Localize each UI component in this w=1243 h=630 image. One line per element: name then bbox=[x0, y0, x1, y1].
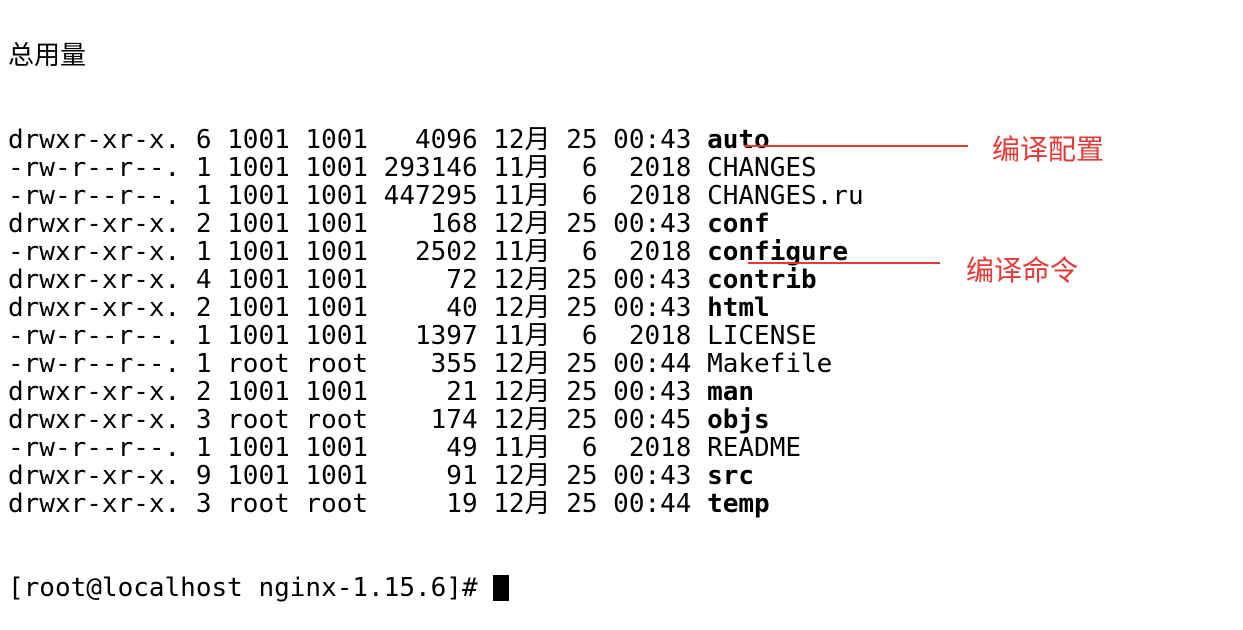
file-metadata: -rw-r--r--. 1 root root 355 12月 25 00:44 bbox=[8, 349, 708, 379]
file-name: Makefile bbox=[707, 349, 833, 379]
file-name: html bbox=[707, 293, 770, 323]
make-underline bbox=[748, 262, 940, 264]
file-name: man bbox=[707, 377, 755, 407]
file-name: LICENSE bbox=[707, 321, 817, 351]
file-name: temp bbox=[707, 489, 770, 519]
listing-row: drwxr-xr-x. 3 root root 19 12月 25 00:44 … bbox=[8, 490, 864, 518]
file-metadata: drwxr-xr-x. 3 root root 174 12月 25 00:45 bbox=[8, 405, 708, 435]
file-name: auto bbox=[707, 125, 770, 155]
file-metadata: -rw-r--r--. 1 1001 1001 447295 11月 6 201… bbox=[8, 181, 708, 211]
header-fragment: 总用量 bbox=[8, 41, 87, 71]
listing-row: -rw-r--r--. 1 1001 1001 293146 11月 6 201… bbox=[8, 154, 864, 182]
listing-row: drwxr-xr-x. 2 1001 1001 40 12月 25 00:43 … bbox=[8, 294, 864, 322]
text-cursor bbox=[493, 575, 510, 601]
prompt-line[interactable]: [root@localhost nginx-1.15.6]# bbox=[8, 574, 864, 602]
file-metadata: -rw-r--r--. 1 1001 1001 49 11月 6 2018 bbox=[8, 433, 708, 463]
listing-row: drwxr-xr-x. 4 1001 1001 72 12月 25 00:43 … bbox=[8, 266, 864, 294]
listing-row: -rw-r--r--. 1 1001 1001 49 11月 6 2018 RE… bbox=[8, 434, 864, 462]
configure-annotation: 编译配置 bbox=[992, 133, 1105, 166]
listing-row: -rw-r--r--. 1 root root 355 12月 25 00:44… bbox=[8, 350, 864, 378]
file-name: objs bbox=[707, 405, 770, 435]
shell-prompt: [root@localhost nginx-1.15.6]# bbox=[8, 573, 494, 603]
listing-row: drwxr-xr-x. 2 1001 1001 21 12月 25 00:43 … bbox=[8, 378, 864, 406]
file-metadata: drwxr-xr-x. 3 root root 19 12月 25 00:44 bbox=[8, 489, 708, 519]
listing-row: -rw-r--r--. 1 1001 1001 447295 11月 6 201… bbox=[8, 182, 864, 210]
file-metadata: drwxr-xr-x. 9 1001 1001 91 12月 25 00:43 bbox=[8, 461, 708, 491]
listing-row: drwxr-xr-x. 6 1001 1001 4096 12月 25 00:4… bbox=[8, 126, 864, 154]
file-name: contrib bbox=[707, 265, 817, 295]
file-metadata: drwxr-xr-x. 2 1001 1001 168 12月 25 00:43 bbox=[8, 209, 708, 239]
file-metadata: drwxr-xr-x. 4 1001 1001 72 12月 25 00:43 bbox=[8, 265, 708, 295]
file-name: conf bbox=[707, 209, 770, 239]
file-metadata: -rw-r--r--. 1 1001 1001 293146 11月 6 201… bbox=[8, 153, 708, 183]
file-name: CHANGES.ru bbox=[707, 181, 864, 211]
file-name: configure bbox=[707, 237, 848, 267]
header-line: 总用量 bbox=[8, 42, 864, 70]
file-name: src bbox=[707, 461, 755, 491]
file-name: CHANGES bbox=[707, 153, 817, 183]
listing-row: drwxr-xr-x. 3 root root 174 12月 25 00:45… bbox=[8, 406, 864, 434]
listing-row: -rwxr-xr-x. 1 1001 1001 2502 11月 6 2018 … bbox=[8, 238, 864, 266]
listing-row: drwxr-xr-x. 2 1001 1001 168 12月 25 00:43… bbox=[8, 210, 864, 238]
configure-underline bbox=[744, 145, 968, 147]
file-metadata: drwxr-xr-x. 2 1001 1001 40 12月 25 00:43 bbox=[8, 293, 708, 323]
file-metadata: -rw-r--r--. 1 1001 1001 1397 11月 6 2018 bbox=[8, 321, 708, 351]
make-annotation: 编译命令 bbox=[966, 254, 1079, 287]
terminal-output[interactable]: 总用量 drwxr-xr-x. 6 1001 1001 4096 12月 25 … bbox=[8, 0, 864, 630]
file-metadata: drwxr-xr-x. 6 1001 1001 4096 12月 25 00:4… bbox=[8, 125, 708, 155]
listing-row: drwxr-xr-x. 9 1001 1001 91 12月 25 00:43 … bbox=[8, 462, 864, 490]
file-name: README bbox=[707, 433, 802, 463]
file-metadata: drwxr-xr-x. 2 1001 1001 21 12月 25 00:43 bbox=[8, 377, 708, 407]
listing-row: -rw-r--r--. 1 1001 1001 1397 11月 6 2018 … bbox=[8, 322, 864, 350]
file-metadata: -rwxr-xr-x. 1 1001 1001 2502 11月 6 2018 bbox=[8, 237, 708, 267]
file-listing: drwxr-xr-x. 6 1001 1001 4096 12月 25 00:4… bbox=[8, 126, 864, 518]
